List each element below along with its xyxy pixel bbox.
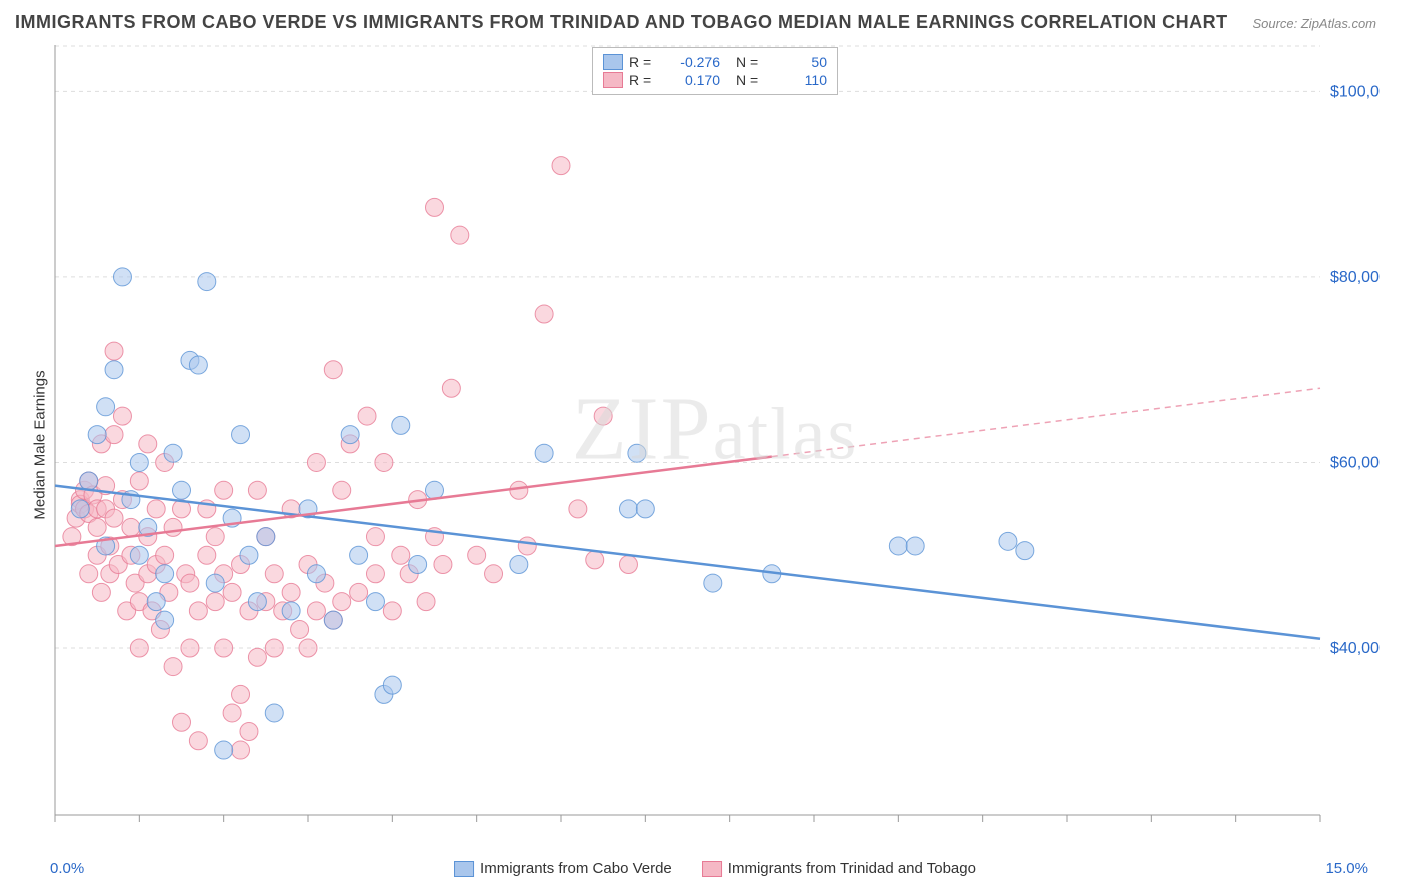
svg-text:$40,000: $40,000 <box>1330 640 1380 657</box>
legend-item: Immigrants from Cabo Verde <box>454 860 672 877</box>
legend-n-value: 110 <box>772 72 827 88</box>
swatch-icon <box>603 72 623 88</box>
swatch-icon <box>603 54 623 70</box>
legend-item: Immigrants from Trinidad and Tobago <box>702 860 976 877</box>
legend-n-label: N = <box>736 72 766 88</box>
legend-r-label: R = <box>629 72 659 88</box>
source-text: Source: ZipAtlas.com <box>1252 16 1376 31</box>
scatter-plot: $40,000 $60,000 $80,000 $100,000 <box>50 45 1380 845</box>
swatch-icon <box>702 861 722 877</box>
legend-n-value: 50 <box>772 54 827 70</box>
legend-stats: R = -0.276 N = 50 R = 0.170 N = 110 <box>592 47 838 95</box>
svg-text:$60,000: $60,000 <box>1330 454 1380 471</box>
legend-label: Immigrants from Cabo Verde <box>480 860 672 877</box>
legend-r-label: R = <box>629 54 659 70</box>
chart-title: IMMIGRANTS FROM CABO VERDE VS IMMIGRANTS… <box>15 12 1228 33</box>
legend-r-value: 0.170 <box>665 72 720 88</box>
legend-series: Immigrants from Cabo Verde Immigrants fr… <box>454 860 976 877</box>
x-axis-start: 0.0% <box>50 860 84 877</box>
swatch-icon <box>454 861 474 877</box>
x-axis-end: 15.0% <box>1325 860 1368 877</box>
legend-n-label: N = <box>736 54 766 70</box>
legend-r-value: -0.276 <box>665 54 720 70</box>
svg-text:$80,000: $80,000 <box>1330 269 1380 286</box>
chart-container: Median Male Earnings R = -0.276 N = 50 R… <box>50 45 1380 845</box>
legend-stats-row: R = -0.276 N = 50 <box>603 54 827 70</box>
legend-label: Immigrants from Trinidad and Tobago <box>728 860 976 877</box>
legend-stats-row: R = 0.170 N = 110 <box>603 72 827 88</box>
y-axis-label: Median Male Earnings <box>32 370 49 519</box>
svg-text:$100,000: $100,000 <box>1330 83 1380 100</box>
